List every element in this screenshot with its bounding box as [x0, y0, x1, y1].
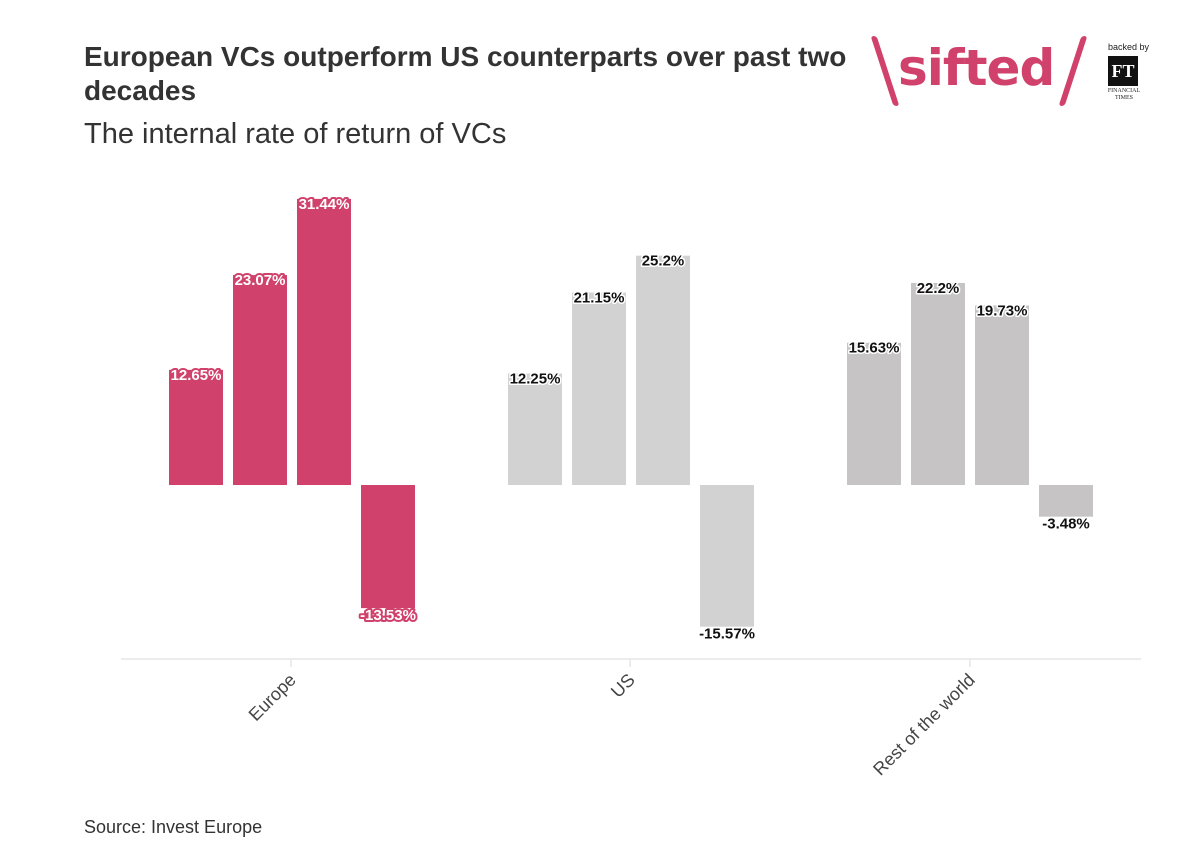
x-tick-label-rest-of-the-world: Rest of the world	[869, 670, 979, 780]
chart-title: European VCs outperform US counterparts …	[84, 41, 847, 106]
ft-mark: FT	[1108, 56, 1138, 86]
data-label-rest-of-the-world-3: 19.73%	[977, 302, 1028, 319]
bar-europe-1	[169, 369, 223, 485]
bar-rest-of-the-world-1	[847, 342, 901, 485]
bar-europe-3	[297, 198, 351, 485]
bar-rest-of-the-world-4	[1039, 485, 1093, 517]
chart-subtitle: The internal rate of return of VCs	[84, 118, 507, 150]
bar-rest-of-the-world-3	[975, 305, 1029, 485]
ft-name: FINANCIAL TIMES	[1104, 88, 1144, 102]
bar-europe-2	[233, 275, 287, 485]
backed-by-label: backed by	[1108, 42, 1150, 52]
x-tick-label-europe: Europe	[245, 670, 300, 725]
bar-us-4	[700, 485, 754, 627]
ft-name-line2: TIMES	[1115, 95, 1133, 101]
source-note: Source: Invest Europe	[84, 817, 263, 837]
data-label-europe-4: -13.53%	[360, 607, 416, 624]
data-label-rest-of-the-world-1: 15.63%	[849, 340, 900, 357]
bar-rest-of-the-world-2	[911, 282, 965, 485]
data-label-rest-of-the-world-2: 22.2%	[917, 280, 960, 297]
data-label-europe-1: 12.65%	[171, 367, 222, 384]
data-label-europe-3: 31.44%	[299, 196, 350, 213]
ft-name-line1: FINANCIAL	[1107, 88, 1141, 94]
data-label-us-1: 12.25%	[510, 370, 561, 387]
bar-us-2	[572, 292, 626, 485]
data-label-rest-of-the-world-4: -3.48%	[1042, 516, 1090, 533]
data-label-europe-2: 23.07%	[235, 272, 286, 289]
bar-europe-4	[361, 485, 415, 609]
x-tick-label-us: US	[607, 670, 639, 702]
sifted-wordmark: sifted	[898, 39, 1055, 97]
bar-us-1	[508, 373, 562, 485]
data-label-us-2: 21.15%	[574, 290, 625, 307]
bar-us-3	[636, 255, 690, 485]
data-label-us-3: 25.2%	[642, 253, 685, 270]
data-label-us-4: -15.57%	[699, 626, 755, 643]
sifted-ft-logo: sifted backed by FT FINANCIAL TIMES	[870, 36, 1152, 116]
